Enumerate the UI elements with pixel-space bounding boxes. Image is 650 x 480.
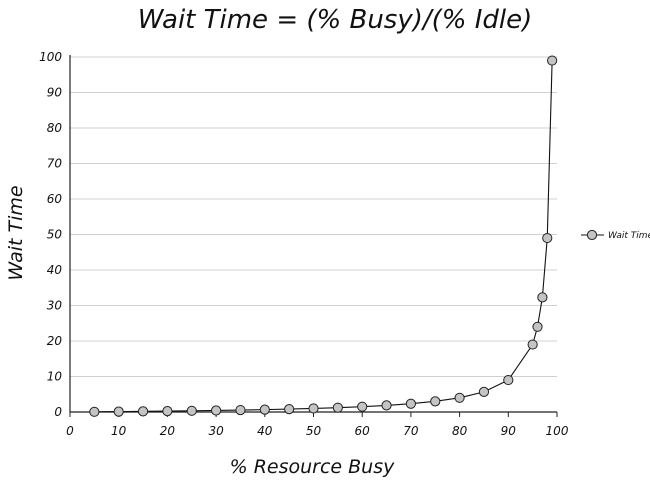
y-tick-label: 80 (47, 121, 63, 135)
data-point (162, 406, 173, 417)
x-tick-label: 40 (257, 424, 273, 438)
y-tick-label: 90 (47, 86, 63, 100)
data-point (478, 386, 490, 397)
x-axis-title: % Resource Busy (230, 456, 396, 478)
x-tick-label: 50 (306, 424, 322, 438)
x-tick-label: 20 (160, 424, 176, 438)
y-axis-title: Wait Time (5, 185, 27, 280)
data-point (357, 401, 368, 412)
chart-title: Wait Time = (% Busy)/(% Idle) (138, 5, 533, 35)
data-point (537, 292, 548, 303)
data-point (430, 396, 441, 407)
data-point (308, 403, 319, 414)
data-point (211, 405, 222, 416)
data-point (137, 406, 149, 417)
data-point (332, 402, 343, 413)
data-point (113, 406, 124, 417)
data-point (503, 374, 514, 386)
y-tick-label: 70 (47, 157, 63, 171)
y-tick-label: 20 (47, 334, 63, 348)
horizontal-gridlines (70, 56, 557, 377)
data-point (532, 321, 543, 332)
data-point (542, 232, 553, 244)
y-axis-ticks: 0 10 20 30 40 50 60 70 80 90 100 (39, 50, 62, 419)
data-point (259, 404, 270, 415)
data-point (235, 404, 246, 416)
x-tick-label: 90 (501, 424, 517, 438)
y-tick-label: 0 (54, 405, 62, 419)
y-tick-label: 10 (47, 370, 63, 384)
legend-marker (586, 229, 598, 241)
x-tick-label: 10 (111, 424, 127, 438)
x-axis-ticks: 0 10 20 30 40 50 60 70 80 90 100 (66, 412, 569, 438)
x-tick-label: 100 (546, 424, 569, 438)
data-point (89, 406, 100, 417)
data-point (547, 55, 558, 66)
data-point (454, 392, 465, 403)
data-point (186, 405, 197, 416)
data-point (405, 398, 416, 409)
series-wait-time (89, 55, 558, 417)
y-tick-label: 50 (47, 228, 63, 242)
x-tick-label: 30 (208, 424, 224, 438)
x-tick-label: 60 (355, 424, 371, 438)
x-tick-label: 0 (66, 424, 74, 438)
data-point (284, 403, 295, 415)
y-tick-label: 40 (47, 263, 63, 277)
legend: Wait Time (581, 229, 650, 241)
x-tick-label: 70 (403, 424, 419, 438)
legend-label: Wait Time (608, 231, 650, 241)
y-tick-label: 60 (47, 192, 63, 206)
y-tick-label: 100 (39, 50, 62, 64)
series-line (94, 60, 553, 413)
x-tick-label: 80 (452, 424, 468, 438)
data-point (381, 400, 392, 411)
axes (69, 55, 557, 413)
data-point (527, 339, 538, 350)
y-tick-label: 30 (47, 299, 63, 313)
